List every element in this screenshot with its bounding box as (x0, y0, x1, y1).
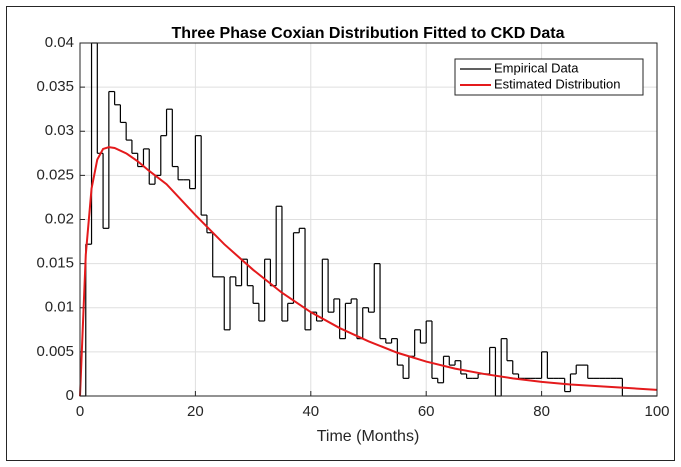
x-tick-label: 60 (418, 403, 435, 420)
axes-box (79, 42, 658, 397)
y-tick-label: 0.01 (45, 299, 74, 316)
y-tick-label: 0.035 (36, 78, 74, 95)
chart-title: Three Phase Coxian Distribution Fitted t… (172, 25, 565, 42)
y-tick-label: 0.04 (45, 34, 74, 51)
fitted-curve (79, 146, 658, 397)
y-tick-label: 0.005 (36, 343, 74, 360)
y-tick-label: 0.02 (45, 210, 74, 227)
y-tick-label: 0.025 (36, 166, 74, 183)
x-tick-label: 100 (644, 403, 669, 420)
legend-label: Empirical Data (494, 60, 579, 75)
x-tick-label: 80 (533, 403, 550, 420)
legend-label: Estimated Distribution (494, 76, 620, 91)
x-tick-label: 0 (76, 403, 84, 420)
legend-box (454, 58, 644, 96)
x-axis-label: Time (Months) (317, 428, 420, 445)
y-tick-label: 0 (66, 387, 74, 404)
x-tick-label: 40 (302, 403, 319, 420)
y-tick-label: 0.03 (45, 122, 74, 139)
y-tick-label: 0.015 (36, 255, 74, 272)
x-tick-label: 20 (187, 403, 204, 420)
